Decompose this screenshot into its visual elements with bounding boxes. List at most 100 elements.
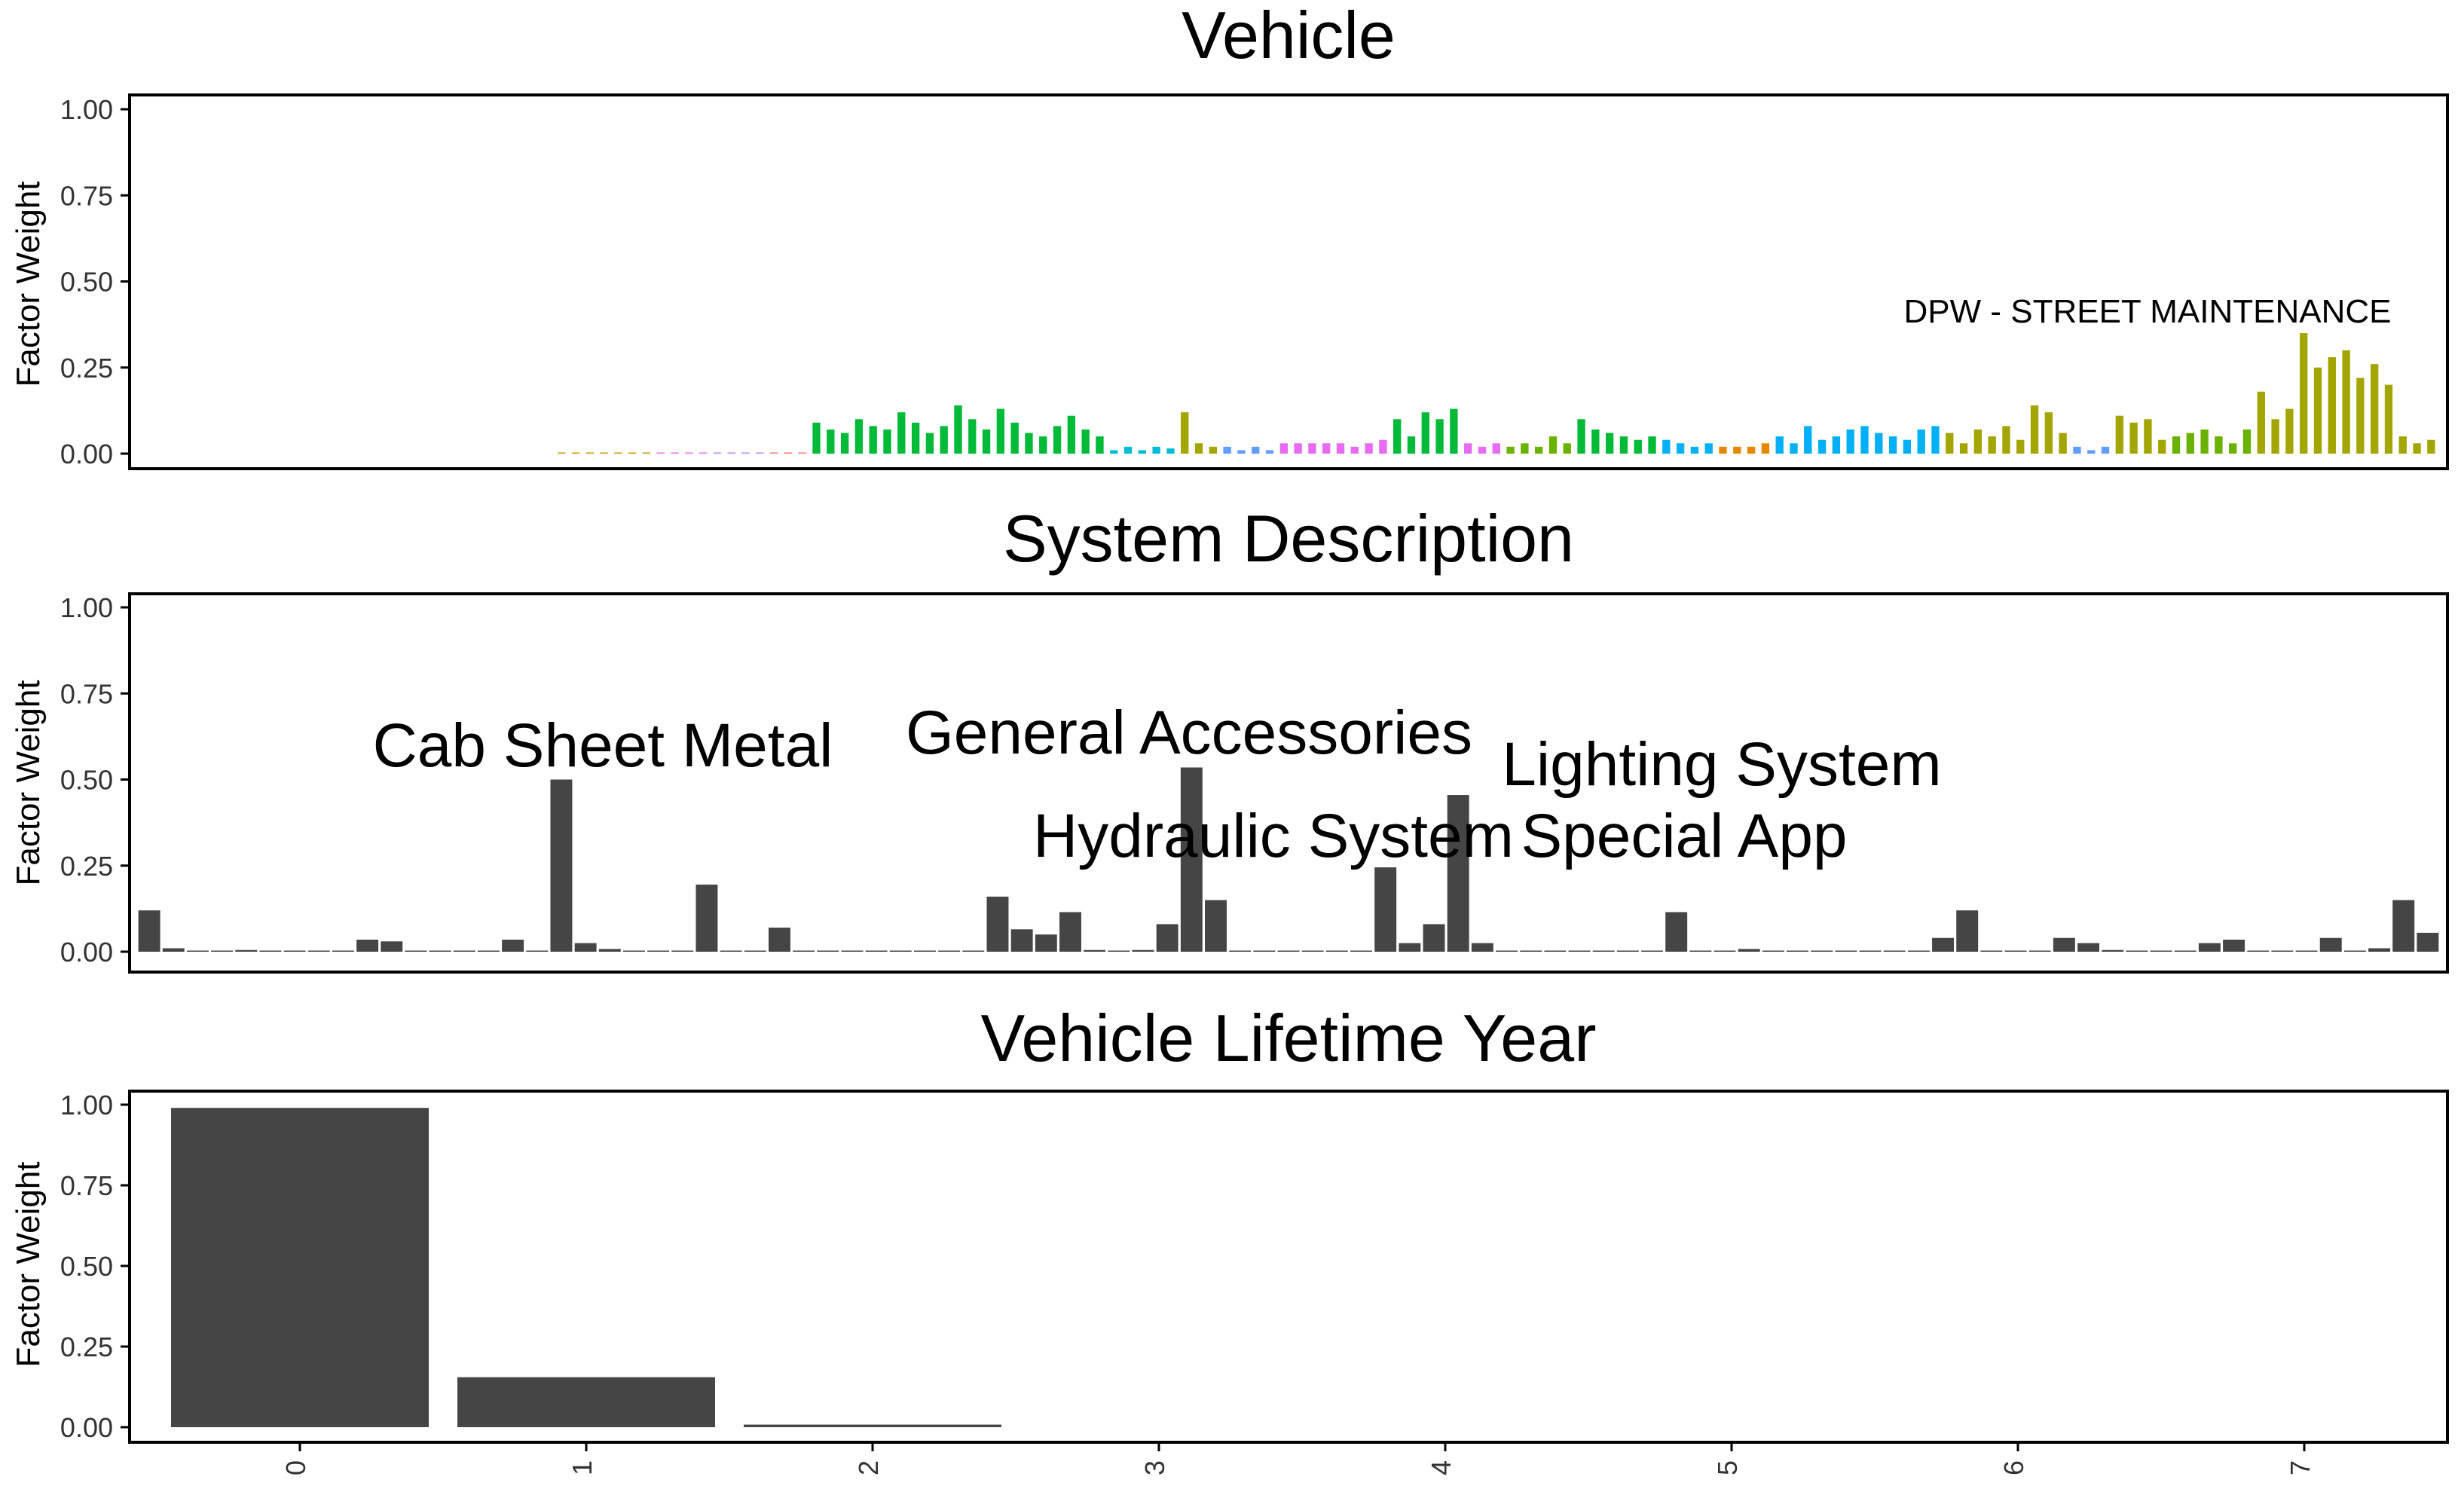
vehicle-bar	[2158, 439, 2166, 454]
vehicle-bar	[1265, 450, 1274, 454]
system-description-bar	[1980, 950, 2003, 952]
vehicle-bar	[1450, 408, 1458, 454]
system-description-y-axis-label: Factor Weight	[10, 680, 47, 885]
system-description-bar	[1811, 950, 1833, 952]
vehicle-bar	[1194, 443, 1203, 454]
system-description-bar	[1132, 949, 1154, 952]
vehicle-bar	[1435, 419, 1444, 454]
system-description-bar	[526, 950, 549, 952]
vehicle-bar	[1577, 419, 1585, 454]
y-tick-label: 0.00	[60, 937, 113, 968]
system-description-bar	[453, 950, 475, 952]
system-description-bar	[720, 950, 742, 952]
system-description-bar	[1301, 950, 1324, 952]
vehicle-bar	[2044, 412, 2053, 454]
vehicle-bars	[558, 333, 2435, 454]
vehicle-bar	[1662, 439, 1671, 454]
vehicle-bar	[1959, 443, 1968, 454]
vehicle-bar	[1166, 448, 1175, 454]
vehicle-bar	[1492, 443, 1500, 454]
system-description-bar	[2150, 950, 2172, 952]
vehicle-bar	[1648, 436, 1656, 454]
vehicle-bar	[897, 412, 906, 454]
vehicle-bar	[1917, 430, 1925, 454]
system-description-bar	[1229, 950, 1252, 952]
vehicle-bar	[2186, 433, 2194, 454]
vehicle-bar	[2016, 439, 2025, 454]
system-description-bar	[2271, 950, 2294, 952]
vehicle-bar	[1252, 446, 1260, 454]
x-tick-label: 2	[853, 1460, 884, 1475]
system-description-bar	[1956, 910, 1979, 952]
vehicle-bar	[2371, 364, 2379, 454]
system-description-bar	[865, 950, 888, 952]
vehicle-bar	[1521, 443, 1529, 454]
vehicle-bar	[2144, 419, 2152, 454]
vehicle-bar	[1804, 426, 1812, 454]
system-description-bar	[2247, 950, 2270, 952]
vehicle-bar	[1973, 430, 1983, 454]
vehicle-bar	[1860, 426, 1869, 454]
system-description-bar	[2004, 950, 2027, 952]
system-description-bar	[1350, 950, 1372, 952]
system-description-bar	[598, 949, 621, 952]
vehicle-bar	[2328, 357, 2336, 454]
vehicle-bar	[1676, 443, 1685, 454]
vehicle-bar	[2271, 419, 2279, 454]
system-description-bar	[1592, 950, 1615, 952]
system-description-bar	[889, 950, 912, 952]
system-description-bar	[2053, 937, 2075, 952]
vehicle-bar	[1988, 436, 1996, 454]
y-tick-label: 0.25	[60, 1331, 113, 1362]
vehicle-bar	[614, 452, 622, 454]
vehicle-bar	[2398, 436, 2407, 454]
vehicle-lifetime-year-title: Vehicle Lifetime Year	[980, 1001, 1596, 1075]
vehicle-bar	[1237, 450, 1246, 454]
vehicle-bar	[1025, 433, 1033, 454]
system-description-bar	[1544, 950, 1567, 952]
system-description-bar	[1713, 950, 1736, 952]
system-description-bar	[307, 950, 330, 952]
vehicle-bar	[2300, 333, 2308, 454]
vehicle-bar	[798, 452, 806, 454]
y-tick-label: 0.00	[60, 1412, 113, 1443]
vehicle-bar	[1747, 446, 1756, 454]
vehicle-bar	[2356, 378, 2365, 454]
system-description-y-ticks: 0.00 0.25 0.50 0.75 1.00	[60, 592, 130, 968]
vehicle-bar	[1350, 446, 1359, 454]
system-description-bar	[817, 950, 839, 952]
y-tick-label: 0.50	[60, 1251, 113, 1282]
vehicle-bar	[1888, 436, 1897, 454]
y-tick-label: 0.00	[60, 439, 113, 469]
system-description-bar	[1205, 900, 1227, 952]
system-description-bar	[2198, 943, 2221, 952]
vehicle-bar	[2030, 405, 2039, 454]
system-description-bar	[1108, 950, 1130, 952]
vehicle-bar	[2384, 384, 2393, 454]
vehicle-bar	[628, 452, 637, 454]
lifetime-year-bar	[457, 1377, 715, 1427]
vehicle-bar	[713, 452, 722, 454]
vehicle-bar	[2073, 446, 2081, 454]
vehicle-bar	[1067, 415, 1076, 454]
system-description-bar	[1641, 950, 1664, 952]
vehicle-bar	[1931, 426, 1940, 454]
vehicle-bar	[1506, 446, 1515, 454]
system-description-annotations: Cab Sheet Metal General Accessories Hydr…	[373, 699, 1942, 870]
system-description-bar	[1277, 950, 1300, 952]
vehicle-bar	[571, 452, 580, 454]
system-description-bar	[1738, 949, 1760, 952]
vehicle-bar	[812, 422, 821, 454]
vehicle-bar	[1605, 433, 1614, 454]
system-description-bar	[2392, 900, 2415, 952]
system-description-bar	[1010, 929, 1033, 952]
system-description-bar	[259, 950, 282, 952]
vehicle-bar	[656, 452, 665, 454]
system-description-bar	[1616, 950, 1639, 952]
vehicle-bar	[1379, 439, 1387, 454]
vehicle-bar	[1039, 436, 1047, 454]
vehicle-bar	[2215, 436, 2223, 454]
system-description-bar	[2102, 949, 2124, 952]
system-description-bar	[2368, 948, 2391, 952]
